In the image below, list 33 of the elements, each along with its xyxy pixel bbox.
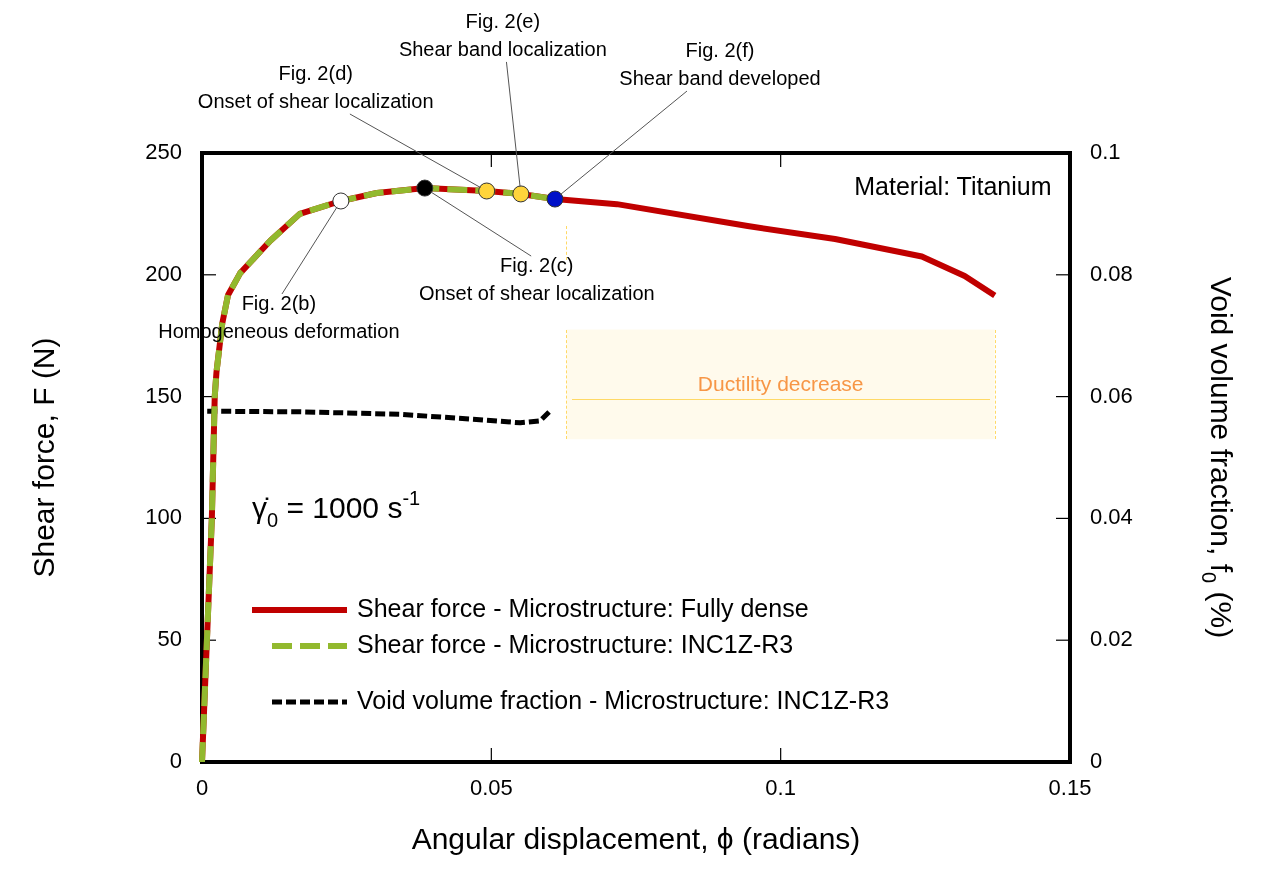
point (478, 182, 496, 200)
x-axis-title: Angular displacement, ϕ (radians) (411, 822, 861, 856)
y-tick-label: 0 (169, 748, 182, 774)
y2-tick-label: 0.08 (1090, 260, 1133, 286)
annotation: Material: Titanium (854, 172, 1052, 200)
x-tick-label: 0 (195, 775, 209, 801)
point (332, 192, 350, 210)
y2-tick-label: 0.02 (1090, 626, 1133, 652)
band-label: Ductility decrease (697, 372, 864, 396)
y2-tick-label: 0.1 (1090, 139, 1121, 165)
legend-label: Shear force - Microstructure: Fully dense (357, 593, 809, 622)
legend-label: Void volume fraction - Microstructure: INC1Z-R3 (357, 685, 890, 714)
x-tick-label: 0.05 (469, 775, 513, 801)
point (416, 179, 434, 197)
annotation: Fig. 2(e) Shear band localization (398, 9, 607, 60)
annotation: Fig. 2(d) Onset of shear localization (197, 62, 434, 112)
legend-label: Shear force - Microstructure: INC1Z-R3 (357, 629, 794, 658)
y2-tick-label: 0.04 (1090, 504, 1133, 530)
annotation: Fig. 2(c) Onset of shear localization (418, 254, 655, 305)
point (512, 185, 530, 203)
annotation: Fig. 2(f) Shear band developed (619, 39, 821, 90)
y2-tick-label: 0 (1090, 748, 1103, 774)
y-axis-title: Shear force, F (N) (27, 337, 60, 578)
x-tick-label: 0.15 (1048, 775, 1092, 801)
y-tick-label: 100 (145, 504, 182, 530)
y2-tick-label: 0.06 (1090, 382, 1133, 408)
y-tick-label: 200 (145, 260, 182, 286)
x-tick-label: 0.1 (765, 775, 796, 801)
y-tick-label: 50 (157, 626, 182, 652)
y-tick-label: 250 (145, 139, 182, 165)
y-tick-label: 150 (145, 382, 182, 408)
y2-axis-title: Void volume fraction, f0 (%) (1198, 276, 1238, 639)
point (546, 190, 564, 208)
